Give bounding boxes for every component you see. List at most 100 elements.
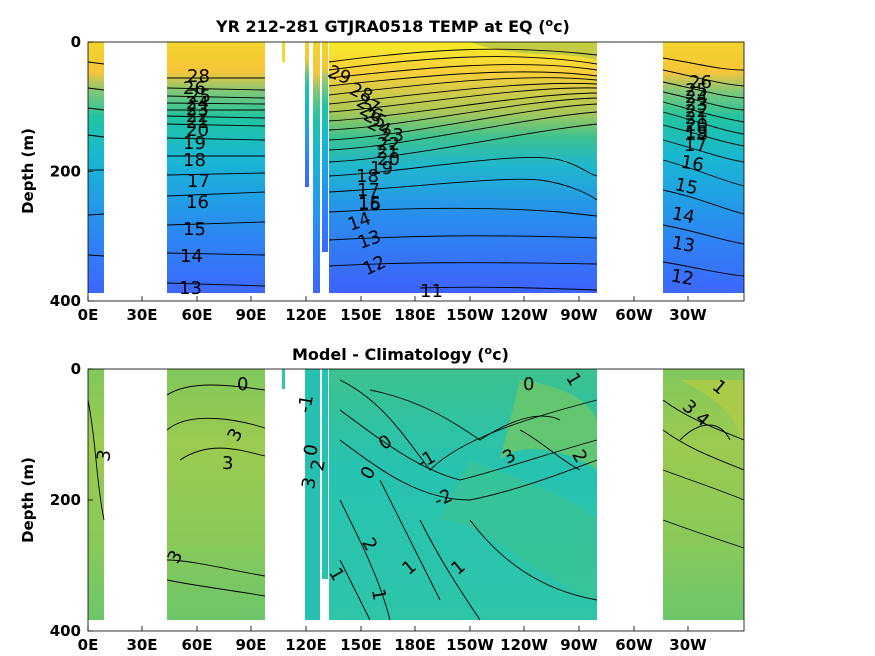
y-tick-label: 0 bbox=[71, 33, 81, 51]
contour-label: 17 bbox=[684, 135, 707, 156]
x-tick-label: 120W bbox=[500, 636, 548, 654]
contour-label: 19 bbox=[183, 133, 206, 154]
contour-label: 24 bbox=[186, 93, 209, 114]
contour-label: 25 bbox=[685, 80, 708, 101]
contour-label: 14 bbox=[180, 246, 203, 267]
panel-temperature: YR 212-281 GTJRA0518 TEMP at EQ (oc) bbox=[19, 16, 745, 324]
x-tick-label: 150W bbox=[446, 636, 494, 654]
x-tick-label: 60E bbox=[181, 306, 212, 324]
contour-label: 23 bbox=[685, 94, 708, 115]
panel-2-contours bbox=[87, 379, 745, 621]
x-tick-label: 180E bbox=[394, 306, 436, 324]
panel-2-title-unit-o: o bbox=[485, 344, 493, 357]
y-axis-label: Depth (m) bbox=[19, 128, 37, 214]
contour-label: 14 bbox=[670, 203, 697, 228]
contour-label: 2 bbox=[307, 458, 330, 473]
x-tick-label: 90E bbox=[235, 306, 266, 324]
x-tick-label: 60W bbox=[615, 306, 653, 324]
panel-1-title-unit-c: c) bbox=[553, 17, 570, 36]
contour-label: 22 bbox=[186, 106, 209, 127]
contour-label: 20 bbox=[377, 149, 400, 170]
contour-label: 18 bbox=[685, 124, 708, 145]
contour-label: 22 bbox=[685, 101, 708, 122]
contour-label: 25 bbox=[188, 86, 211, 107]
contour-label: 16 bbox=[358, 194, 381, 215]
contour-label: 3 bbox=[93, 448, 116, 463]
panel-model-minus-climatology: Model - Climatology (oc) bbox=[19, 344, 745, 654]
x-tick-label: 120E bbox=[285, 306, 327, 324]
contour-label: 21 bbox=[376, 142, 399, 163]
y-tick-label: 400 bbox=[50, 292, 81, 310]
contour-label: 19 bbox=[685, 122, 708, 143]
contour-label: 11 bbox=[420, 281, 443, 302]
contour-label: 0 bbox=[300, 443, 323, 458]
contour-label: 17 bbox=[187, 171, 210, 192]
contour-label: 21 bbox=[186, 112, 209, 133]
panel-2-y-axis: Depth (m) 0 200 400 bbox=[19, 360, 93, 640]
panel-1-title-main: YR 212-281 GTJRA0518 TEMP at EQ ( bbox=[215, 17, 546, 36]
contour-label: 24 bbox=[685, 87, 708, 108]
contour-label: 0 bbox=[523, 374, 534, 395]
x-tick-label: 0E bbox=[78, 306, 99, 324]
panel-1-x-axis: 0E 30E 60E 90E 120E 150E 180E 150W 120W 90W 60W 30W bbox=[78, 296, 707, 324]
panel-1-contour-labels: 28 26 25 24 23 22 21 20 19 18 17 16 15 1… bbox=[179, 61, 712, 302]
contour-label: 1 bbox=[367, 587, 390, 602]
y-tick-label: 0 bbox=[71, 360, 81, 378]
x-tick-label: 30W bbox=[669, 306, 707, 324]
x-tick-label: 60W bbox=[615, 636, 653, 654]
contour-label: 15 bbox=[673, 174, 700, 199]
x-tick-label: 180E bbox=[394, 636, 436, 654]
panel-1-title-unit-o: o bbox=[546, 16, 554, 29]
x-tick-label: 60E bbox=[181, 636, 212, 654]
panel-2-title: Model - Climatology (oc) bbox=[292, 344, 509, 364]
contour-label: 15 bbox=[358, 193, 381, 214]
contour-label: 26 bbox=[689, 72, 712, 93]
contour-label: 22 bbox=[377, 134, 400, 155]
x-tick-label: 150W bbox=[446, 306, 494, 324]
contour-label: 19 bbox=[370, 158, 393, 179]
y-tick-label: 200 bbox=[50, 491, 81, 509]
y-axis-label: Depth (m) bbox=[19, 457, 37, 543]
contour-label: 26 bbox=[183, 78, 206, 99]
contour-label: 16 bbox=[679, 152, 705, 177]
x-tick-label: 30E bbox=[126, 636, 157, 654]
x-tick-label: 30W bbox=[669, 636, 707, 654]
panel-2-x-axis: 0E 30E 60E 90E 120E 150E 180E 150W 120W 90W 60W 30W bbox=[78, 626, 707, 654]
contour-label: 13 bbox=[670, 232, 696, 257]
contour-label: 3 bbox=[298, 476, 321, 491]
contour-label: 12 bbox=[669, 265, 695, 290]
contour-label: 16 bbox=[186, 192, 209, 213]
contour-label: 15 bbox=[183, 219, 206, 240]
x-tick-label: 120E bbox=[285, 636, 327, 654]
panel-1-contours bbox=[87, 48, 745, 291]
contour-label: 28 bbox=[187, 66, 210, 87]
panel-2-title-main: Model - Climatology ( bbox=[292, 345, 485, 364]
y-tick-label: 400 bbox=[50, 622, 81, 640]
contour-label: 23 bbox=[186, 99, 209, 120]
contour-label: 18 bbox=[356, 166, 379, 187]
contour-label: 23 bbox=[381, 125, 404, 146]
panel-2-title-unit-c: c) bbox=[492, 345, 509, 364]
contour-label: 20 bbox=[685, 115, 708, 136]
y-tick-label: 200 bbox=[50, 163, 81, 181]
x-tick-label: 90W bbox=[560, 306, 598, 324]
x-tick-label: 90W bbox=[560, 636, 598, 654]
contour-label: 0 bbox=[237, 374, 248, 395]
x-tick-label: 150E bbox=[340, 636, 382, 654]
contour-label: 18 bbox=[183, 150, 206, 171]
x-tick-label: 30E bbox=[126, 306, 157, 324]
contour-label: -1 bbox=[294, 393, 318, 414]
panel-1-y-axis: Depth (m) 0 200 400 bbox=[19, 33, 93, 310]
contour-label: 17 bbox=[357, 180, 380, 201]
panel-2-fill bbox=[88, 369, 744, 620]
x-tick-label: 90E bbox=[235, 636, 266, 654]
contour-label: 3 bbox=[222, 453, 233, 474]
contour-label: 21 bbox=[685, 108, 708, 129]
x-tick-label: 0E bbox=[78, 636, 99, 654]
contour-label: 20 bbox=[186, 120, 209, 141]
panel-1-title: YR 212-281 GTJRA0518 TEMP at EQ (oc) bbox=[215, 16, 570, 36]
x-tick-label: 120W bbox=[500, 306, 548, 324]
contour-label: 13 bbox=[179, 278, 202, 299]
x-tick-label: 150E bbox=[340, 306, 382, 324]
